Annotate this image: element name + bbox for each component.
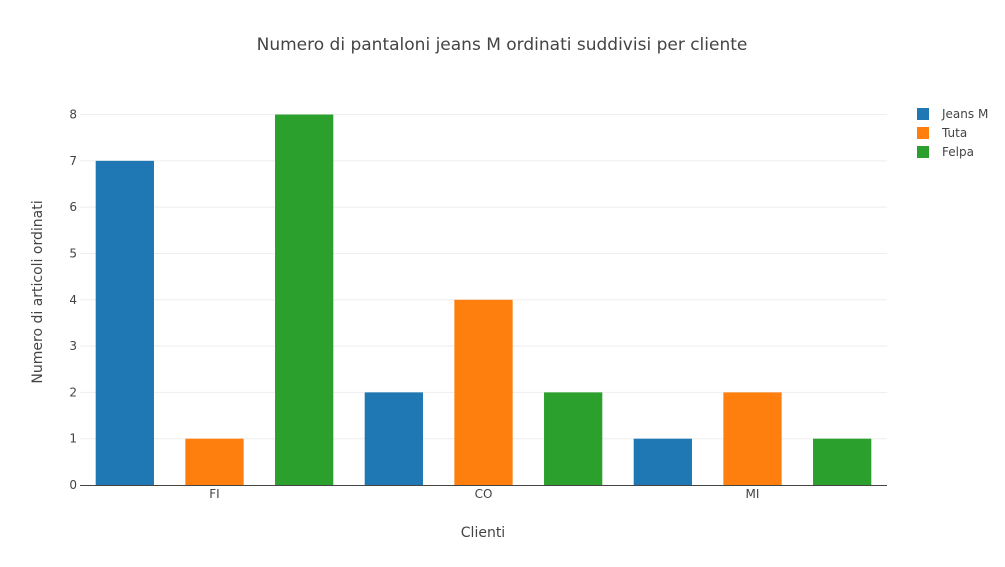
legend-label: Tuta	[941, 126, 967, 140]
legend-label: Jeans M	[941, 107, 988, 121]
bars	[95, 114, 872, 486]
y-tick-label: 1	[69, 432, 77, 446]
x-tick-label: CO	[475, 487, 493, 501]
legend-swatch	[917, 127, 929, 139]
bar	[95, 160, 154, 486]
x-axis-title: Clienti	[461, 525, 505, 541]
y-tick-label: 7	[69, 154, 77, 168]
bar	[275, 114, 334, 486]
y-tick-labels: 0 1 2 3 4 5 6 7 8	[69, 108, 77, 492]
x-tick-label: FI	[209, 487, 219, 501]
legend-label: Felpa	[942, 145, 974, 159]
bar	[544, 392, 603, 485]
x-tick-label: MI	[746, 487, 760, 501]
y-tick-label: 8	[69, 108, 77, 122]
legend-swatch	[917, 108, 929, 120]
y-tick-label: 3	[69, 339, 77, 353]
bar	[633, 438, 692, 485]
chart-title: Numero di pantaloni jeans M ordinati sud…	[257, 35, 748, 55]
bar	[454, 299, 513, 485]
bar	[185, 438, 244, 485]
y-tick-label: 6	[69, 200, 77, 214]
y-tick-label: 0	[69, 478, 77, 492]
x-tick-labels: FI CO MI	[209, 487, 759, 501]
y-tick-label: 2	[69, 385, 77, 399]
y-axis-title: Numero di articoli ordinati	[30, 200, 46, 383]
bar	[813, 438, 872, 485]
bar	[723, 392, 782, 485]
y-tick-label: 5	[69, 246, 77, 260]
bar	[364, 392, 423, 485]
legend-swatch	[917, 146, 929, 158]
legend: Jeans M Tuta Felpa	[917, 107, 988, 159]
y-tick-label: 4	[69, 293, 77, 307]
